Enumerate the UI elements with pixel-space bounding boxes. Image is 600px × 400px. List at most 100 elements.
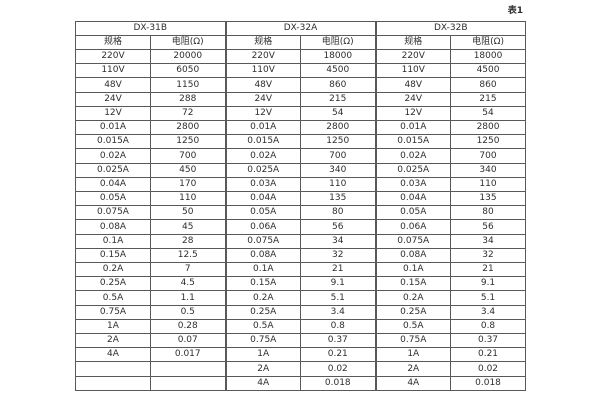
table-row: 110V 6050 110V 4500 110V 4500 [75,63,527,79]
resistance-column-header: 电阻(Ω) [450,35,527,50]
spec-cell: 0.015A [75,134,151,150]
spec-cell: 220V [374,48,452,65]
resistance-cell: 5.1 [450,290,527,306]
resistance-cell: 2800 [150,120,226,136]
group-header-dx32b: DX-32B [374,21,527,36]
spec-cell: 24V [75,91,151,107]
resistance-cell: 28 [150,233,226,249]
resistance-cell: 9.1 [299,276,377,292]
spec-cell: 0.05A [75,191,151,207]
spec-cell: 4A [374,375,452,392]
spec-cell: 0.15A [224,276,301,292]
resistance-cell: 72 [150,105,226,122]
resistance-cell: 0.018 [299,375,377,392]
resistance-cell: 50 [150,205,226,221]
spec-cell: 0.75A [224,333,301,349]
resistance-cell: 450 [150,162,226,178]
resistance-cell: 3.4 [299,304,377,320]
resistance-cell: 0.28 [150,318,226,335]
resistance-cell: 1150 [150,77,226,93]
resistance-cell: 18000 [299,48,377,65]
table-row: 4A 0.017 1A 0.21 1A 0.21 [75,347,527,363]
resistance-cell: 0.8 [299,318,377,335]
resistance-cell: 0.21 [299,347,377,363]
resistance-cell: 0.21 [450,347,527,363]
spec-cell: 0.01A [75,120,151,136]
spec-cell: 0.75A [374,333,452,349]
resistance-cell: 2800 [450,120,527,136]
resistance-cell: 54 [299,105,377,122]
resistance-cell: 700 [150,148,226,164]
spec-cell: 0.06A [374,219,452,235]
spec-cell [75,361,151,377]
spec-cell: 0.025A [75,162,151,178]
spec-cell: 0.08A [75,219,151,235]
resistance-cell: 135 [299,191,377,207]
resistance-cell: 135 [450,191,527,207]
spec-cell: 0.2A [224,290,301,306]
table-row: 220V 20000 220V 18000 220V 18000 [75,48,527,65]
spec-cell: 220V [224,48,301,65]
resistance-cell: 110 [299,176,377,193]
resistance-cell: 0.017 [150,347,226,363]
resistance-cell: 56 [299,219,377,235]
group-header-dx31b: DX-31B [75,21,226,36]
resistance-cell: 700 [299,148,377,164]
spec-cell: 48V [75,77,151,93]
resistance-cell [150,375,226,392]
spec-cell: 0.015A [374,134,452,150]
resistance-cell: 1250 [450,134,527,150]
group-header-row: DX-31B DX-32A DX-32B [75,21,527,36]
spec-cell: 0.5A [374,318,452,335]
resistance-cell: 170 [150,176,226,193]
resistance-cell: 80 [299,205,377,221]
spec-cell: 0.075A [374,233,452,249]
spec-cell: 0.15A [374,276,452,292]
resistance-cell: 2800 [299,120,377,136]
resistance-cell: 0.37 [299,333,377,349]
resistance-cell: 0.07 [150,333,226,349]
resistance-cell: 215 [299,91,377,107]
resistance-cell: 54 [450,105,527,122]
spec-cell: 0.025A [224,162,301,178]
resistance-cell: 110 [450,176,527,193]
table-row: 0.04A 170 0.03A 110 0.03A 110 [75,176,527,193]
resistance-cell: 700 [450,148,527,164]
table-caption: 表1 [507,6,523,16]
table-row: 24V 288 24V 215 24V 215 [75,91,527,107]
resistance-cell: 215 [450,91,527,107]
resistance-cell: 32 [299,247,377,264]
resistance-cell: 340 [299,162,377,178]
resistance-cell: 5.1 [299,290,377,306]
spec-cell: 1A [75,318,151,335]
spec-cell [75,375,151,392]
spec-cell: 220V [75,48,151,65]
table-row: 48V 1150 48V 860 48V 860 [75,77,527,93]
resistance-cell: 110 [150,191,226,207]
spec-cell: 1A [374,347,452,363]
spec-cell: 24V [374,91,452,107]
spec-cell: 0.25A [224,304,301,320]
resistance-spec-table: DX-31B DX-32A DX-32B 规格 电阻(Ω) 规格 电阻(Ω) 规… [75,21,527,392]
group-header-dx32a: DX-32A [224,21,377,36]
spec-cell: 12V [374,105,452,122]
table-row: 0.25A 4.5 0.15A 9.1 0.15A 9.1 [75,276,527,292]
spec-cell: 0.5A [75,290,151,306]
table-row: 4A 0.018 4A 0.018 [75,375,527,392]
spec-cell: 0.2A [374,290,452,306]
spec-cell: 0.08A [224,247,301,264]
table-row: 0.1A 28 0.075A 34 0.075A 34 [75,233,527,249]
spec-cell: 0.01A [374,120,452,136]
column-header-row: 规格 电阻(Ω) 规格 电阻(Ω) 规格 电阻(Ω) [75,35,527,50]
table-head: DX-31B DX-32A DX-32B 规格 电阻(Ω) 规格 电阻(Ω) 规… [75,21,527,50]
table-row: 2A 0.02 2A 0.02 [75,361,527,377]
table-row: 0.75A 0.5 0.25A 3.4 0.25A 3.4 [75,304,527,320]
spec-cell: 0.1A [75,233,151,249]
spec-cell: 110V [224,63,301,79]
resistance-cell: 1250 [150,134,226,150]
spec-cell: 48V [224,77,301,93]
table-row: 1A 0.28 0.5A 0.8 0.5A 0.8 [75,318,527,335]
spec-cell: 0.04A [224,191,301,207]
spec-cell: 0.025A [374,162,452,178]
spec-cell: 0.06A [224,219,301,235]
